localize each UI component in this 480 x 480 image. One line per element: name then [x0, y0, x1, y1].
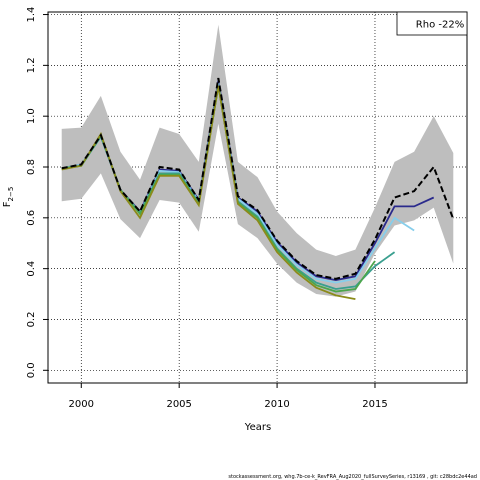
x-axis: 2000 2005 2010 2015: [69, 383, 388, 410]
y-tick-label: 1.4: [26, 7, 37, 23]
y-tick-label: 0.6: [26, 210, 37, 226]
legend: Rho -22%: [396, 11, 468, 36]
y-axis-title: F2−5: [2, 187, 15, 208]
y-tick-label: 1.2: [26, 57, 37, 73]
plot-frame: [47, 11, 468, 384]
x-tick-label: 2015: [362, 399, 387, 410]
y-tick-label: 1.0: [26, 108, 37, 124]
series-lines: [61, 77, 455, 301]
x-tick-label: 2010: [264, 399, 289, 410]
y-tick-label: 0.2: [26, 312, 37, 328]
footer-text: stockassessment.org, whg.7b-ce-k_RevFRA_…: [228, 474, 477, 480]
y-axis: 0.0 0.2 0.4 0.6 0.8 1.0 1.2 1.4: [26, 7, 48, 378]
y-tick-label: 0.0: [26, 362, 37, 378]
series-line-main: [61, 77, 455, 280]
y-tick-label: 0.8: [26, 159, 37, 175]
legend-box: [396, 11, 468, 36]
y-tick-label: 0.4: [26, 261, 37, 277]
x-tick-label: 2000: [69, 399, 94, 410]
grid: [48, 12, 467, 383]
x-axis-title: Years: [244, 422, 271, 433]
y-axis-title-subscript: 2−5: [7, 187, 15, 202]
legend-text: Rho -22%: [416, 20, 464, 31]
y-axis-title-main: F: [2, 201, 13, 207]
x-tick-label: 2005: [166, 399, 191, 410]
